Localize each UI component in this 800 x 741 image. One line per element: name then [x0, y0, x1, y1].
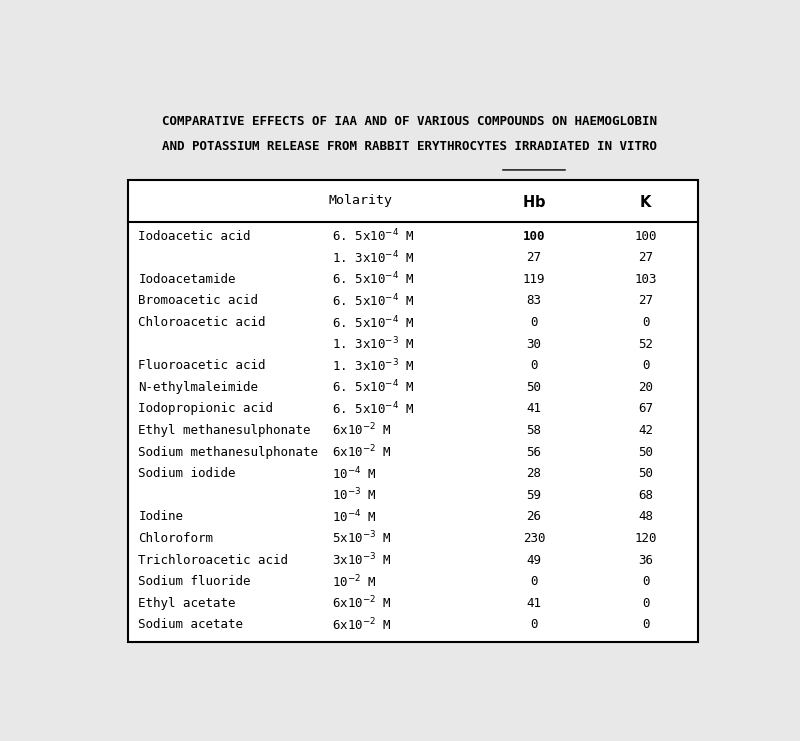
Text: 10$^{-4}$ M: 10$^{-4}$ M [333, 508, 378, 525]
Text: 103: 103 [634, 273, 657, 286]
Text: 0: 0 [530, 316, 538, 329]
Text: 6. 5x10$^{-4}$ M: 6. 5x10$^{-4}$ M [333, 293, 415, 309]
Text: Fluoroacetic acid: Fluoroacetic acid [138, 359, 266, 372]
Text: 27: 27 [526, 251, 542, 265]
Text: 0: 0 [642, 316, 650, 329]
Text: 20: 20 [638, 381, 653, 393]
Text: Bromoacetic acid: Bromoacetic acid [138, 294, 258, 308]
Text: 41: 41 [526, 597, 542, 610]
Text: Iodopropionic acid: Iodopropionic acid [138, 402, 274, 416]
Text: Chloroform: Chloroform [138, 532, 214, 545]
Text: Iodoacetic acid: Iodoacetic acid [138, 230, 251, 242]
Text: 1. 3x10$^{-3}$ M: 1. 3x10$^{-3}$ M [333, 357, 415, 374]
Text: 0: 0 [642, 575, 650, 588]
Text: 6. 5x10$^{-4}$ M: 6. 5x10$^{-4}$ M [333, 379, 415, 396]
Text: 27: 27 [638, 294, 653, 308]
Text: 230: 230 [522, 532, 546, 545]
Text: 67: 67 [638, 402, 653, 416]
Text: 100: 100 [634, 230, 657, 242]
Text: 100: 100 [522, 230, 546, 242]
Text: COMPARATIVE EFFECTS OF IAA AND OF VARIOUS COMPOUNDS ON HAEMOGLOBIN: COMPARATIVE EFFECTS OF IAA AND OF VARIOU… [162, 115, 658, 127]
Text: 41: 41 [526, 402, 542, 416]
Text: Molarity: Molarity [328, 194, 392, 207]
Text: 6x10$^{-2}$ M: 6x10$^{-2}$ M [333, 595, 393, 611]
Text: 6x10$^{-2}$ M: 6x10$^{-2}$ M [333, 444, 393, 460]
Text: 0: 0 [530, 359, 538, 372]
Text: 36: 36 [638, 554, 653, 567]
Text: 10$^{-4}$ M: 10$^{-4}$ M [333, 465, 378, 482]
Text: 68: 68 [638, 489, 653, 502]
Text: 50: 50 [638, 467, 653, 480]
Text: Sodium fluoride: Sodium fluoride [138, 575, 251, 588]
Text: 50: 50 [638, 445, 653, 459]
Text: 0: 0 [642, 618, 650, 631]
Text: 3x10$^{-3}$ M: 3x10$^{-3}$ M [333, 552, 393, 568]
Text: 6. 5x10$^{-4}$ M: 6. 5x10$^{-4}$ M [333, 227, 415, 245]
Text: N-ethylmaleimide: N-ethylmaleimide [138, 381, 258, 393]
Text: 0: 0 [642, 359, 650, 372]
Text: Iodine: Iodine [138, 511, 183, 523]
Text: 119: 119 [522, 273, 546, 286]
Text: 26: 26 [526, 511, 542, 523]
Text: $\mathbf{Hb}$: $\mathbf{Hb}$ [522, 194, 546, 210]
Text: 6. 5x10$^{-4}$ M: 6. 5x10$^{-4}$ M [333, 271, 415, 288]
Text: 6. 5x10$^{-4}$ M: 6. 5x10$^{-4}$ M [333, 314, 415, 330]
Text: 10$^{-2}$ M: 10$^{-2}$ M [333, 574, 378, 590]
Text: 59: 59 [526, 489, 542, 502]
Text: 49: 49 [526, 554, 542, 567]
Text: 10$^{-3}$ M: 10$^{-3}$ M [333, 487, 378, 504]
Text: 42: 42 [638, 424, 653, 437]
Text: 6x10$^{-2}$ M: 6x10$^{-2}$ M [333, 617, 393, 633]
Text: 50: 50 [526, 381, 542, 393]
Text: Ethyl acetate: Ethyl acetate [138, 597, 236, 610]
Text: Iodoacetamide: Iodoacetamide [138, 273, 236, 286]
Text: $\mathbf{K}$: $\mathbf{K}$ [638, 194, 653, 210]
FancyBboxPatch shape [128, 180, 698, 642]
Text: 0: 0 [530, 575, 538, 588]
Text: Trichloroacetic acid: Trichloroacetic acid [138, 554, 289, 567]
Text: 56: 56 [526, 445, 542, 459]
Text: 1. 3x10$^{-3}$ M: 1. 3x10$^{-3}$ M [333, 336, 415, 353]
Text: 48: 48 [638, 511, 653, 523]
Text: 0: 0 [642, 597, 650, 610]
Text: 27: 27 [638, 251, 653, 265]
Text: 58: 58 [526, 424, 542, 437]
Text: 5x10$^{-3}$ M: 5x10$^{-3}$ M [333, 530, 393, 547]
Text: 0: 0 [530, 618, 538, 631]
Text: Sodium acetate: Sodium acetate [138, 618, 243, 631]
Text: 120: 120 [634, 532, 657, 545]
Text: 83: 83 [526, 294, 542, 308]
Text: 6x10$^{-2}$ M: 6x10$^{-2}$ M [333, 422, 393, 439]
Text: 52: 52 [638, 338, 653, 350]
Text: 1. 3x10$^{-4}$ M: 1. 3x10$^{-4}$ M [333, 250, 415, 266]
Text: Sodium iodide: Sodium iodide [138, 467, 236, 480]
Text: 28: 28 [526, 467, 542, 480]
Text: Chloroacetic acid: Chloroacetic acid [138, 316, 266, 329]
Text: 30: 30 [526, 338, 542, 350]
Text: Ethyl methanesulphonate: Ethyl methanesulphonate [138, 424, 311, 437]
Text: Sodium methanesulphonate: Sodium methanesulphonate [138, 445, 318, 459]
Text: AND POTASSIUM RELEASE FROM RABBIT ERYTHROCYTES IRRADIATED IN VITRO: AND POTASSIUM RELEASE FROM RABBIT ERYTHR… [162, 140, 658, 153]
Text: 6. 5x10$^{-4}$ M: 6. 5x10$^{-4}$ M [333, 401, 415, 417]
